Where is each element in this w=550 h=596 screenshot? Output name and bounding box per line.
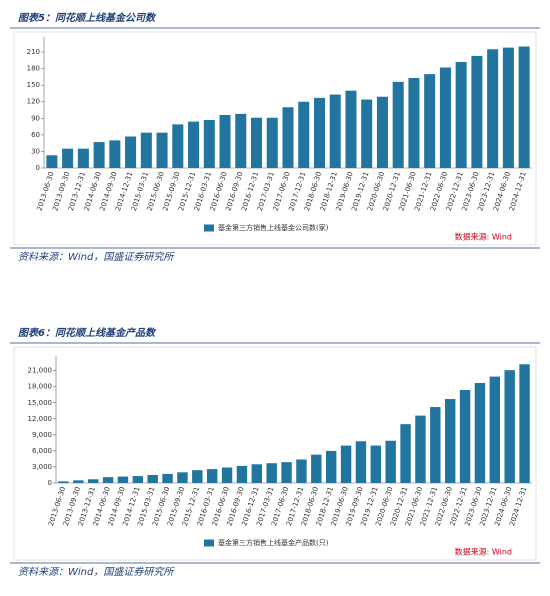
bar xyxy=(206,469,218,483)
bar xyxy=(408,77,420,168)
bar xyxy=(73,480,84,483)
bar xyxy=(325,450,337,483)
bar xyxy=(192,470,203,483)
y-tick-label: 0 xyxy=(48,479,52,487)
bar xyxy=(430,407,441,483)
y-tick-label: 120 xyxy=(27,98,40,106)
bar xyxy=(132,476,144,483)
bar xyxy=(140,132,152,168)
bar xyxy=(46,155,58,168)
bar xyxy=(203,119,215,168)
bar xyxy=(219,114,231,168)
bar xyxy=(296,459,307,483)
legend-swatch xyxy=(204,224,214,232)
chart-frame xyxy=(13,31,537,246)
bar xyxy=(502,47,514,169)
bar xyxy=(298,101,310,168)
y-tick-label: 60 xyxy=(31,131,40,139)
bar xyxy=(329,94,341,168)
bar xyxy=(392,81,404,168)
bar xyxy=(77,148,89,168)
bar xyxy=(93,142,105,168)
y-tick-label: 9,000 xyxy=(32,431,52,439)
y-tick-label: 210 xyxy=(27,48,40,56)
bar xyxy=(156,132,168,168)
bar xyxy=(311,454,322,483)
bar xyxy=(251,464,263,483)
bar xyxy=(424,74,436,168)
bar xyxy=(487,49,499,168)
footer: 资料来源：Wind，国盛证券研究所 xyxy=(18,566,175,578)
chart-frame xyxy=(13,346,537,561)
footer: 资料来源：Wind，国盛证券研究所 xyxy=(18,251,175,263)
y-tick-label: 150 xyxy=(27,81,40,89)
bar xyxy=(385,440,396,483)
bar xyxy=(266,463,277,483)
bar xyxy=(474,382,486,483)
bar xyxy=(58,481,69,483)
bar xyxy=(471,55,483,169)
bar xyxy=(221,467,233,483)
bar xyxy=(177,472,188,483)
y-tick-label: 90 xyxy=(31,114,40,122)
legend-swatch xyxy=(204,539,214,547)
bar xyxy=(266,117,278,168)
y-tick-label: 18,000 xyxy=(28,383,53,391)
bar xyxy=(282,107,294,168)
bar xyxy=(455,61,467,169)
bar xyxy=(162,473,173,483)
bar xyxy=(235,113,247,168)
bar xyxy=(188,121,200,168)
bar xyxy=(519,364,530,483)
bar xyxy=(172,124,184,168)
chart-title: 图表6：同花顺上线基金产品数 xyxy=(18,327,157,339)
bar xyxy=(313,97,325,168)
bar xyxy=(355,441,367,483)
bar xyxy=(444,399,456,483)
y-tick-label: 180 xyxy=(27,65,40,73)
y-tick-label: 15,000 xyxy=(28,399,53,407)
bar xyxy=(415,415,426,483)
y-tick-label: 6,000 xyxy=(32,447,52,455)
y-tick-label: 12,000 xyxy=(28,415,53,423)
bar xyxy=(109,140,121,168)
y-tick-label: 21,000 xyxy=(28,367,53,375)
chart-title: 图表5：同花顺上线基金公司数 xyxy=(18,12,157,24)
bar xyxy=(370,445,382,483)
bar xyxy=(439,67,451,168)
bar xyxy=(87,479,99,483)
bar xyxy=(251,117,263,168)
source-note: 数据来源: Wind xyxy=(455,232,512,242)
y-tick-label: 30 xyxy=(31,147,40,155)
bar xyxy=(518,46,530,168)
bar xyxy=(62,148,74,168)
bar xyxy=(340,445,352,483)
bar xyxy=(147,474,158,483)
bar xyxy=(376,96,388,168)
y-tick-label: 3,000 xyxy=(32,463,52,471)
bar xyxy=(489,376,501,483)
legend-label: 基金第三方销售上线基金产品数(只) xyxy=(218,538,329,547)
bar xyxy=(236,465,248,483)
bar xyxy=(117,476,129,483)
legend-label: 基金第三方销售上线基金公司数(家) xyxy=(218,223,329,232)
y-tick-label: 0 xyxy=(36,164,40,172)
bar xyxy=(459,389,471,483)
bar xyxy=(361,99,373,168)
bar xyxy=(281,462,292,483)
bar xyxy=(102,477,114,483)
bar xyxy=(125,136,137,168)
source-note: 数据来源: Wind xyxy=(455,547,512,557)
bar xyxy=(504,370,515,483)
bar xyxy=(400,424,411,483)
bar xyxy=(345,90,357,168)
